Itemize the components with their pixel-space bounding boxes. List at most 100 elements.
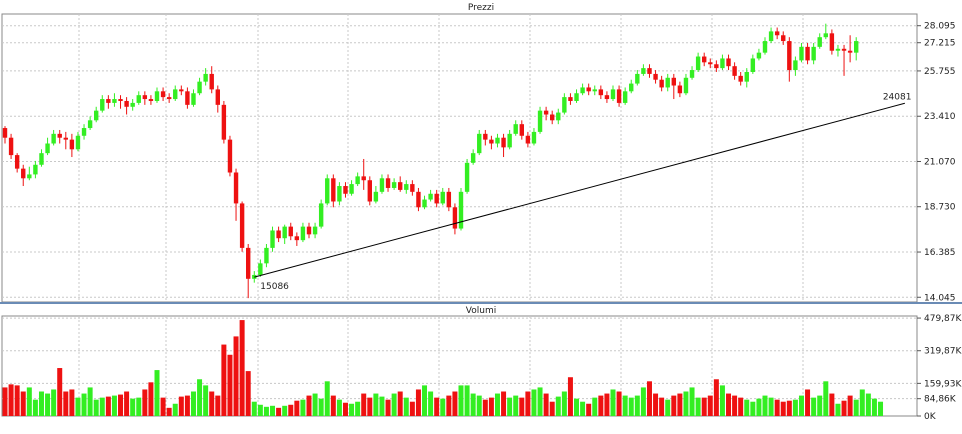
candle-body <box>635 73 640 84</box>
candle-body <box>300 226 306 241</box>
trendline-value-label: 15086 <box>260 282 289 292</box>
candle <box>179 85 184 96</box>
candle-body <box>756 52 762 59</box>
volume-bar <box>190 391 196 416</box>
candle-body <box>574 93 579 101</box>
candle <box>489 135 494 150</box>
volume-bar <box>361 393 367 416</box>
candle-body <box>154 91 160 101</box>
candle-body <box>799 46 804 61</box>
candle-body <box>203 73 208 82</box>
candle <box>762 37 768 55</box>
volume-bar <box>130 398 136 416</box>
candle <box>227 135 233 177</box>
candle-body <box>331 178 336 202</box>
candle <box>385 174 391 192</box>
candle-body <box>702 56 707 63</box>
candle-body <box>294 236 300 241</box>
candle <box>14 153 20 173</box>
candle-body <box>847 50 853 53</box>
candle <box>288 222 293 241</box>
candle <box>610 85 616 101</box>
volume-bar <box>239 320 245 416</box>
candle <box>239 201 245 252</box>
candle <box>343 182 348 198</box>
candle <box>379 174 385 194</box>
volume-bar <box>689 387 695 416</box>
candle <box>817 33 822 49</box>
candle <box>635 70 640 86</box>
candle <box>331 174 336 208</box>
candle-body <box>136 95 141 103</box>
candle <box>191 89 196 107</box>
volume-bar <box>75 397 81 416</box>
volume-bar <box>622 395 628 416</box>
candle <box>410 180 415 196</box>
candle <box>659 75 664 92</box>
volume-bar <box>257 404 263 416</box>
volume-bar <box>792 399 798 416</box>
candle-body <box>45 143 50 154</box>
volume-bar <box>385 399 391 416</box>
candle <box>665 73 670 92</box>
volume-bar <box>829 393 835 416</box>
candle-body <box>246 247 251 279</box>
volume-bar <box>513 395 519 416</box>
volume-bar <box>26 387 32 416</box>
candle <box>477 129 482 156</box>
candle-body <box>349 184 354 194</box>
price-trendline <box>254 102 905 278</box>
volume-bar <box>653 393 659 416</box>
volume-bar <box>172 403 178 416</box>
candle-body <box>379 178 385 192</box>
volume-bar <box>148 382 154 416</box>
candle <box>264 244 269 268</box>
candle <box>398 176 403 192</box>
candle-body <box>738 75 743 82</box>
candle <box>689 66 695 80</box>
volume-bar <box>318 398 324 416</box>
volume-bar <box>610 389 616 416</box>
candle-body <box>580 87 585 94</box>
candle <box>51 129 56 146</box>
candle-body <box>410 184 415 192</box>
candle <box>112 93 117 107</box>
candle-body <box>391 182 397 188</box>
volume-bar <box>561 391 567 416</box>
candle-body <box>142 95 148 100</box>
volume-bar <box>659 397 665 416</box>
candle <box>75 131 81 152</box>
volume-bar <box>598 395 604 416</box>
volume-bar <box>184 395 190 416</box>
candle <box>738 71 743 86</box>
candle <box>300 222 306 243</box>
candle <box>428 189 433 202</box>
trendline[interactable] <box>254 102 905 278</box>
volume-bars <box>2 320 884 416</box>
volume-bar <box>209 391 215 416</box>
volume-bar <box>409 401 415 416</box>
volume-bar <box>805 389 811 416</box>
candle-body <box>258 263 263 275</box>
candle <box>69 133 75 158</box>
candle-body <box>209 73 214 90</box>
candle <box>373 186 379 204</box>
volume-y-tick-label: 319,87K <box>924 347 962 357</box>
candle-body <box>428 193 433 200</box>
volume-y-axis: 0K 84,86K 159,93K 319,87K 479,87K <box>917 314 962 422</box>
candle <box>550 110 555 125</box>
volume-bar <box>379 396 385 416</box>
candle-body <box>787 41 792 71</box>
candle-body <box>14 155 20 169</box>
candle-body <box>537 110 543 132</box>
candle-body <box>367 180 372 202</box>
volume-bar <box>233 336 239 416</box>
price-plot-frame <box>1 13 918 303</box>
candle <box>847 35 853 63</box>
price-y-tick-label: 21.070 <box>924 157 956 167</box>
candle-body <box>708 62 713 65</box>
candle <box>197 77 202 96</box>
candle <box>598 85 604 100</box>
candle <box>458 187 464 231</box>
